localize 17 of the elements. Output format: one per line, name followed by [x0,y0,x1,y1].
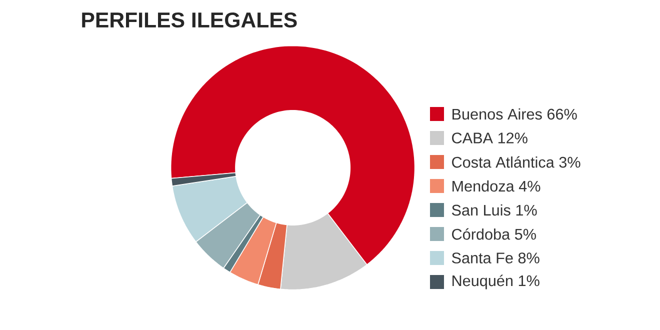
legend-label: Costa Atlántica [452,156,554,168]
data-label: 1% [516,204,537,216]
legend-label: Neuquén [452,274,512,290]
data-label: 5% [514,228,536,240]
legend-label: San Luis [452,204,510,216]
legend-label: Buenos Aires [452,108,542,120]
data-label: 4% [518,180,540,192]
legend-label: Santa Fe [452,252,513,264]
data-label: 8% [518,252,540,264]
data-label: 1% [518,275,540,286]
legend-label: Mendoza [452,180,514,192]
chart-title: PERFILES ILEGALES [82,12,297,28]
legend-label: CABA [452,132,493,144]
legend-label: Córdoba [452,228,510,240]
data-label: 3% [559,156,580,168]
data-label: 66% [548,108,577,120]
data-label: 12% [498,132,528,144]
